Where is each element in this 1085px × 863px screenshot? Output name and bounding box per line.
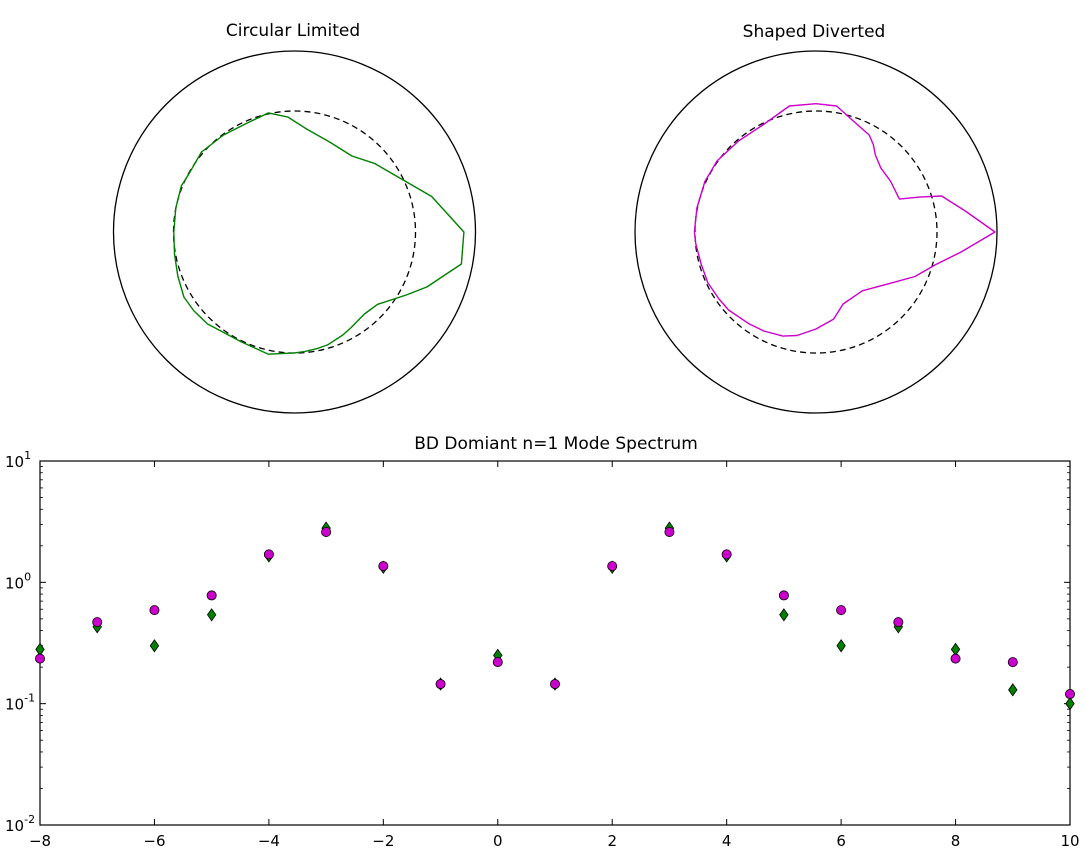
data-point-circle [206,590,217,601]
y-tick-label: 101 [5,449,31,471]
data-point-circle [950,653,961,664]
data-point-circle [35,653,46,664]
polar-outer-circle [634,50,998,414]
data-point-diamond [779,608,789,622]
x-tick-label: −2 [372,832,394,850]
y-tick-label: 10-1 [5,692,35,714]
data-point-diamond [1065,696,1075,711]
x-axis: −8 −6 −4 −2 0 2 4 6 8 10 [29,461,1080,850]
x-tick-label: −6 [143,832,165,850]
polar-outer-circle [112,50,477,414]
x-tick-label: 0 [493,832,503,850]
series-layer [35,521,1076,711]
data-point-diamond [149,639,160,653]
data-point-circle [1065,689,1076,700]
data-point-circle [435,679,446,690]
x-tick-label: 2 [607,832,617,850]
x-tick-label: 4 [722,832,732,850]
data-point-circle [721,549,732,560]
data-point-diamond [836,639,846,653]
data-point-diamond [206,608,217,622]
data-point-circle [492,657,503,668]
data-point-circle [321,526,332,537]
plasma-boundary-circular-limited [173,112,465,355]
data-point-circle [263,549,274,560]
data-point-diamond [950,642,961,657]
data-point-circle [1007,657,1018,668]
y-axis: 101 100 10-1 10-2 [5,449,1070,835]
x-tick-label: 6 [836,832,846,850]
spectrum-title: BD Domiant n=1 Mode Spectrum [414,434,698,454]
plasma-boundary-shaped-diverted [693,102,996,337]
plot-frame [39,460,1071,826]
polar-title-circular-limited: Circular Limited [226,21,360,41]
data-point-circle [778,590,789,601]
data-point-circle [607,561,618,572]
polar-panel-circular-limited: Circular Limited [112,21,477,414]
data-point-circle [893,617,904,628]
data-point-circle [378,561,389,572]
data-point-diamond [35,642,45,657]
spectrum-panel: BD Domiant n=1 Mode Spectrum −8 −6 −4 −2 0 2 4… [5,434,1080,850]
x-tick-label: 8 [951,832,961,850]
polar-reference-circle [694,110,938,354]
data-point-circle [550,679,561,690]
data-point-diamond [1008,683,1018,697]
x-tick-label: −4 [258,832,280,850]
polar-panel-shaped-diverted: Shaped Diverted [634,22,998,414]
data-point-circle [149,605,160,616]
polar-reference-circle [172,110,417,354]
x-tick-label: 10 [1060,832,1079,850]
polar-title-shaped-diverted: Shaped Diverted [743,22,886,42]
x-tick-label: −8 [29,832,51,850]
data-point-circle [836,605,847,616]
y-tick-label: 10-2 [5,813,35,835]
y-tick-label: 100 [5,570,31,592]
data-point-circle [664,526,675,537]
data-point-circle [92,617,103,628]
